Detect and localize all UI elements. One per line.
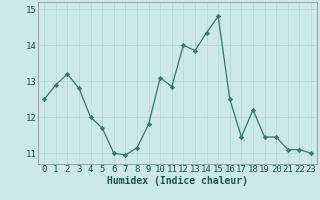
X-axis label: Humidex (Indice chaleur): Humidex (Indice chaleur) bbox=[107, 176, 248, 186]
